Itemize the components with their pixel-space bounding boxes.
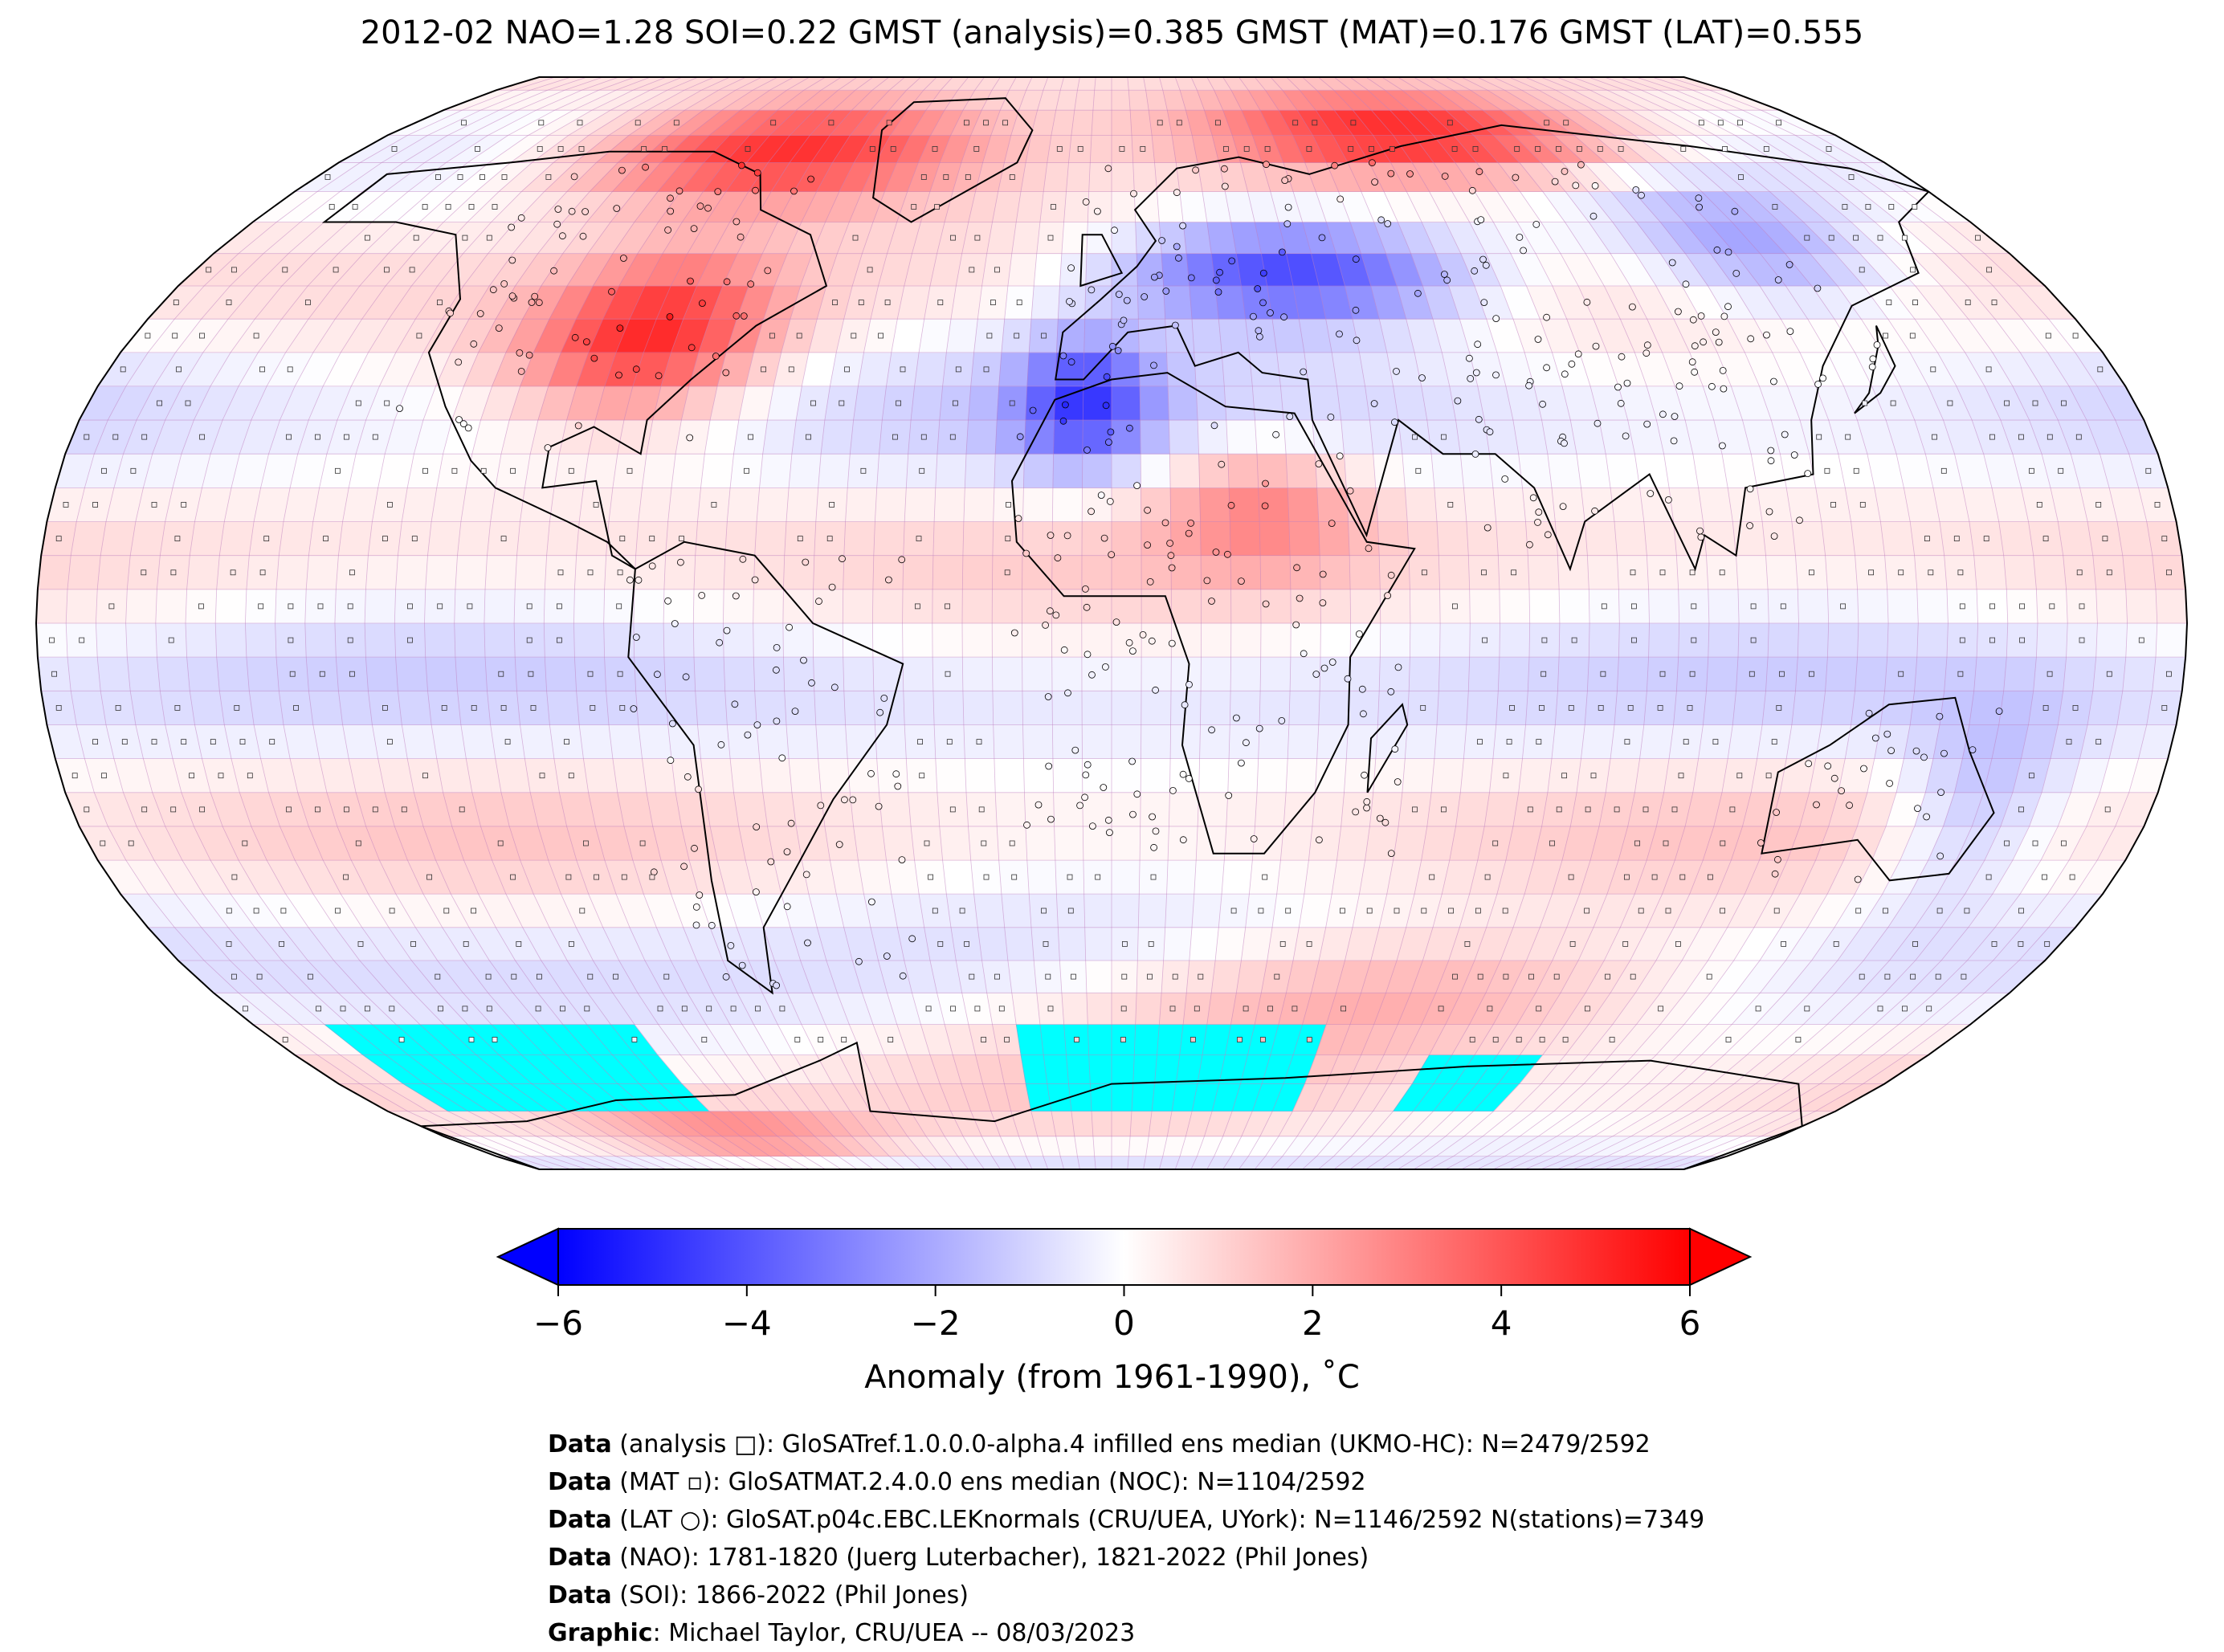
anomaly-map [35,76,2189,1170]
credit-line-2: Data (MAT ▫): GloSATMAT.2.4.0.0 ens medi… [548,1468,1366,1496]
colorbar-label: Anomaly (from 1961-1990), ˚C [864,1359,1360,1396]
credit-line-3: Data (LAT ○): GloSAT.p04c.EBC.LEKnormals… [548,1506,1705,1534]
colorbar-extend-low [496,1227,559,1287]
colorbar-tick-label: −4 [722,1303,772,1343]
colorbar-tick-label: −2 [911,1303,961,1343]
colorbar: −6 −4 −2 0 2 4 6 [496,1227,1753,1343]
credit-line-5: Data (SOI): 1866-2022 (Phil Jones) [548,1581,969,1609]
colorbar-tick-label: 2 [1302,1303,1324,1343]
colorbar-ticks: −6 −4 −2 0 2 4 6 [533,1285,1700,1343]
colorbar-tick-label: 6 [1679,1303,1701,1343]
colorbar-tick-label: 0 [1113,1303,1135,1343]
colorbar-tick-label: 4 [1491,1303,1512,1343]
map-title: 2012-02 NAO=1.28 SOI=0.22 GMST (analysis… [360,14,1864,51]
colorbar-extend-high [1689,1227,1753,1287]
credit-line-1: Data (analysis □): GloSATref.1.0.0.0-alp… [548,1430,1651,1458]
credit-line-6: Graphic: Michael Taylor, CRU/UEA -- 08/0… [548,1619,1136,1647]
credit-line-4: Data (NAO): 1781-1820 (Juerg Luterbacher… [548,1544,1369,1572]
colorbar-gradient [557,1228,1691,1286]
credits: Data (analysis □): GloSATref.1.0.0.0-alp… [548,1426,1704,1652]
colorbar-tick-label: −6 [533,1303,583,1343]
